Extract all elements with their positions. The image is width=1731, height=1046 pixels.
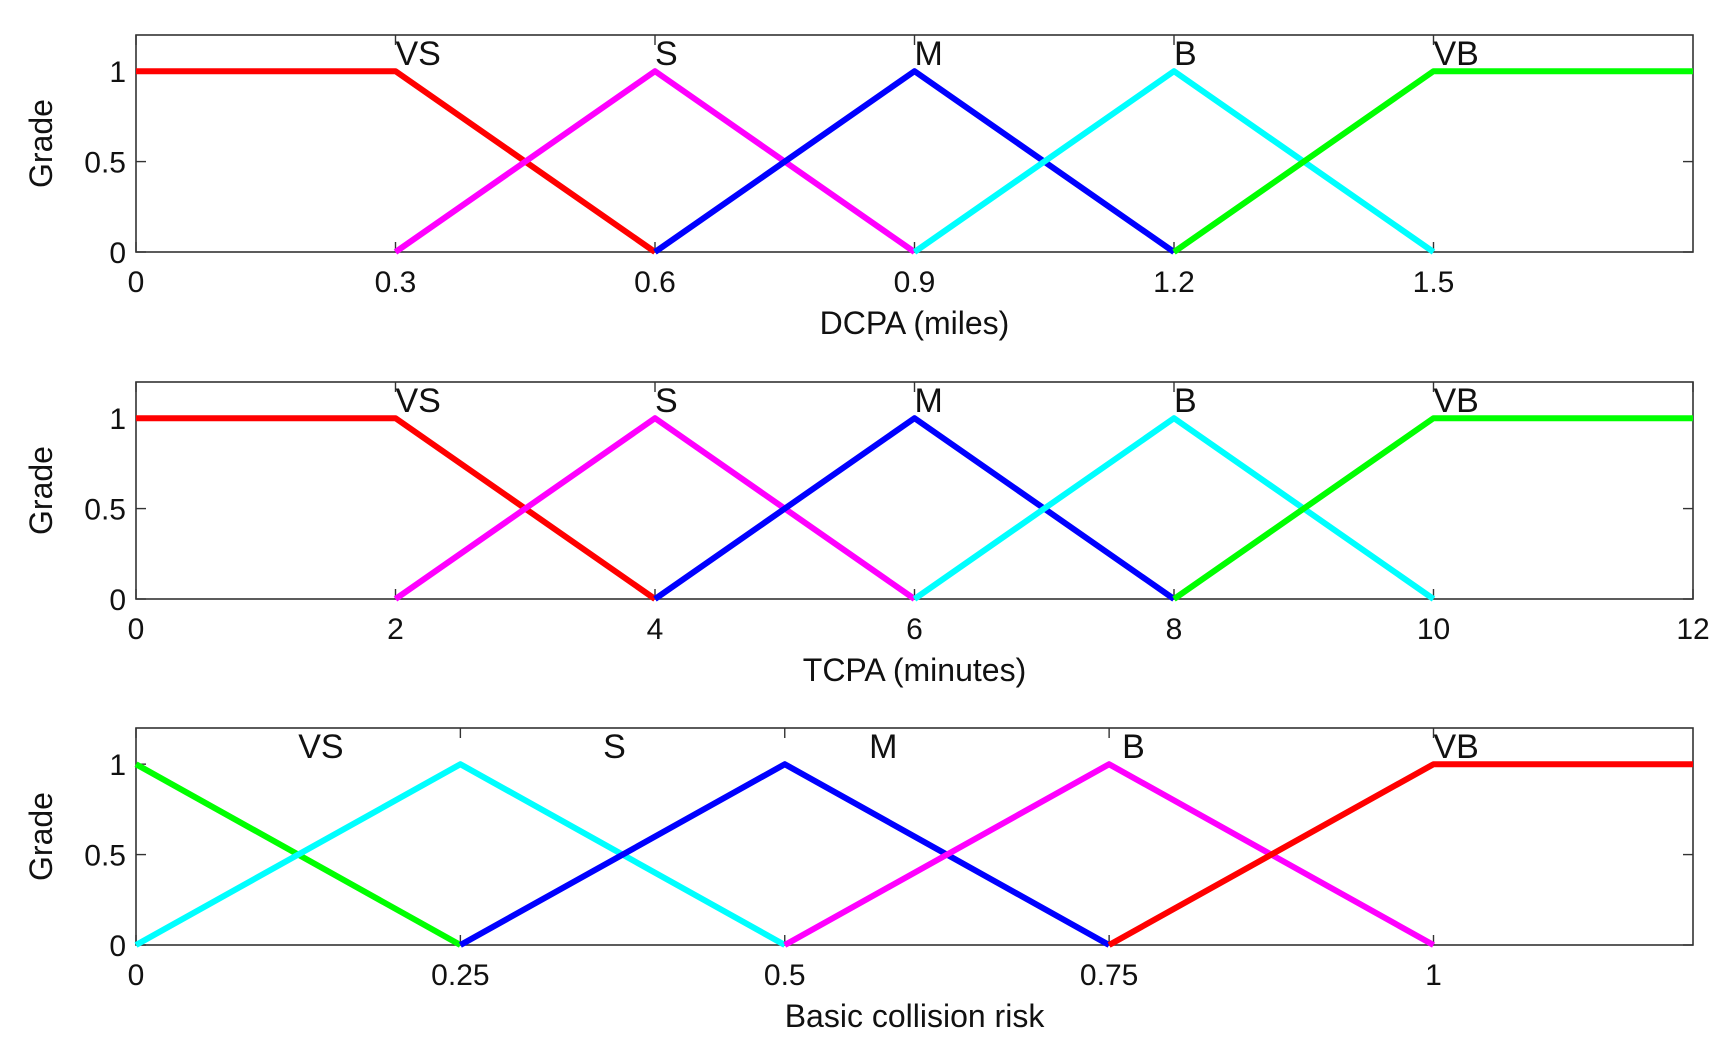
y-tick-label: 1 — [109, 56, 126, 89]
mf-label-vb: VB — [1434, 728, 1479, 766]
series-line-m — [653, 68, 1176, 255]
x-axis-label: TCPA (minutes) — [803, 652, 1026, 688]
x-tick-label: 1.5 — [1413, 266, 1455, 299]
y-tick-label: 0.5 — [84, 494, 126, 527]
x-tick-label: 0 — [128, 266, 145, 299]
series-line-vb — [1172, 415, 1693, 602]
mf-label-m: M — [915, 382, 943, 420]
x-tick-label: 0.75 — [1080, 959, 1138, 992]
y-tick-label: 0 — [109, 237, 126, 270]
x-tick-label: 8 — [1166, 613, 1183, 646]
series-line-s — [134, 761, 787, 948]
x-tick-label: 0.6 — [634, 266, 676, 299]
mf-label-m: M — [915, 35, 943, 73]
y-tick-label: 0.5 — [84, 840, 126, 873]
mf-label-vs: VS — [298, 728, 343, 766]
series-line-b — [912, 415, 1436, 602]
mf-label-vs: VS — [396, 382, 441, 420]
x-tick-label: 6 — [906, 613, 923, 646]
mf-label-s: S — [603, 728, 626, 766]
x-axis-label: DCPA (miles) — [820, 305, 1010, 341]
x-tick-label: 4 — [647, 613, 664, 646]
x-tick-label: 0 — [128, 613, 145, 646]
x-tick-label: 1.2 — [1153, 266, 1195, 299]
y-tick-label: 0 — [109, 930, 126, 963]
x-tick-label: 0.3 — [375, 266, 417, 299]
series-line-vb — [1172, 68, 1693, 255]
mf-label-b: B — [1122, 728, 1145, 766]
chart-panel-2: 0 2 4 6 8 10 12 0 0.5 1 VS S M B VB TCPA (minutes) Grade — [23, 381, 1710, 688]
mf-label-m: M — [869, 728, 897, 766]
mf-label-vb: VB — [1434, 382, 1479, 420]
series-line-vb — [1107, 761, 1693, 948]
mf-label-b: B — [1174, 382, 1197, 420]
x-tick-label: 0 — [128, 959, 145, 992]
x-axis-label: Basic collision risk — [785, 998, 1046, 1034]
series-line-vs — [136, 68, 657, 255]
mf-label-b: B — [1174, 35, 1197, 73]
series-line-m — [458, 761, 1111, 948]
y-axis-label: Grade — [23, 446, 59, 535]
x-tick-label: 1 — [1425, 959, 1442, 992]
x-tick-label: 0.25 — [431, 959, 489, 992]
x-tick-label: 10 — [1417, 613, 1450, 646]
x-tick-label: 0.9 — [894, 266, 936, 299]
y-axis-label: Grade — [23, 99, 59, 188]
series-line-s — [393, 68, 917, 255]
y-tick-label: 1 — [109, 749, 126, 782]
x-tick-label: 2 — [387, 613, 404, 646]
mf-label-s: S — [655, 382, 678, 420]
y-tick-label: 0 — [109, 584, 126, 617]
y-axis-label: Grade — [23, 792, 59, 881]
chart-panel-3: 0 0.25 0.5 0.75 1 0 0.5 1 VS S M B VB Basic collision… — [23, 727, 1694, 1034]
series-line-b — [912, 68, 1436, 255]
mf-label-s: S — [655, 35, 678, 73]
series-line-m — [653, 415, 1176, 602]
chart-panel-1: 0 0.3 0.6 0.9 1.2 1.5 0 0.5 1 VS S M B VB DCPA (miles)… — [23, 34, 1694, 341]
series-line-b — [783, 761, 1435, 948]
x-tick-label: 12 — [1676, 613, 1709, 646]
mf-label-vs: VS — [396, 35, 441, 73]
y-tick-label: 0.5 — [84, 147, 126, 180]
x-tick-label: 0.5 — [764, 959, 806, 992]
mf-label-vb: VB — [1434, 35, 1479, 73]
series-line-vs — [136, 415, 657, 602]
y-tick-label: 1 — [109, 403, 126, 436]
axes-frame — [135, 727, 1694, 946]
series-line-s — [393, 415, 917, 602]
